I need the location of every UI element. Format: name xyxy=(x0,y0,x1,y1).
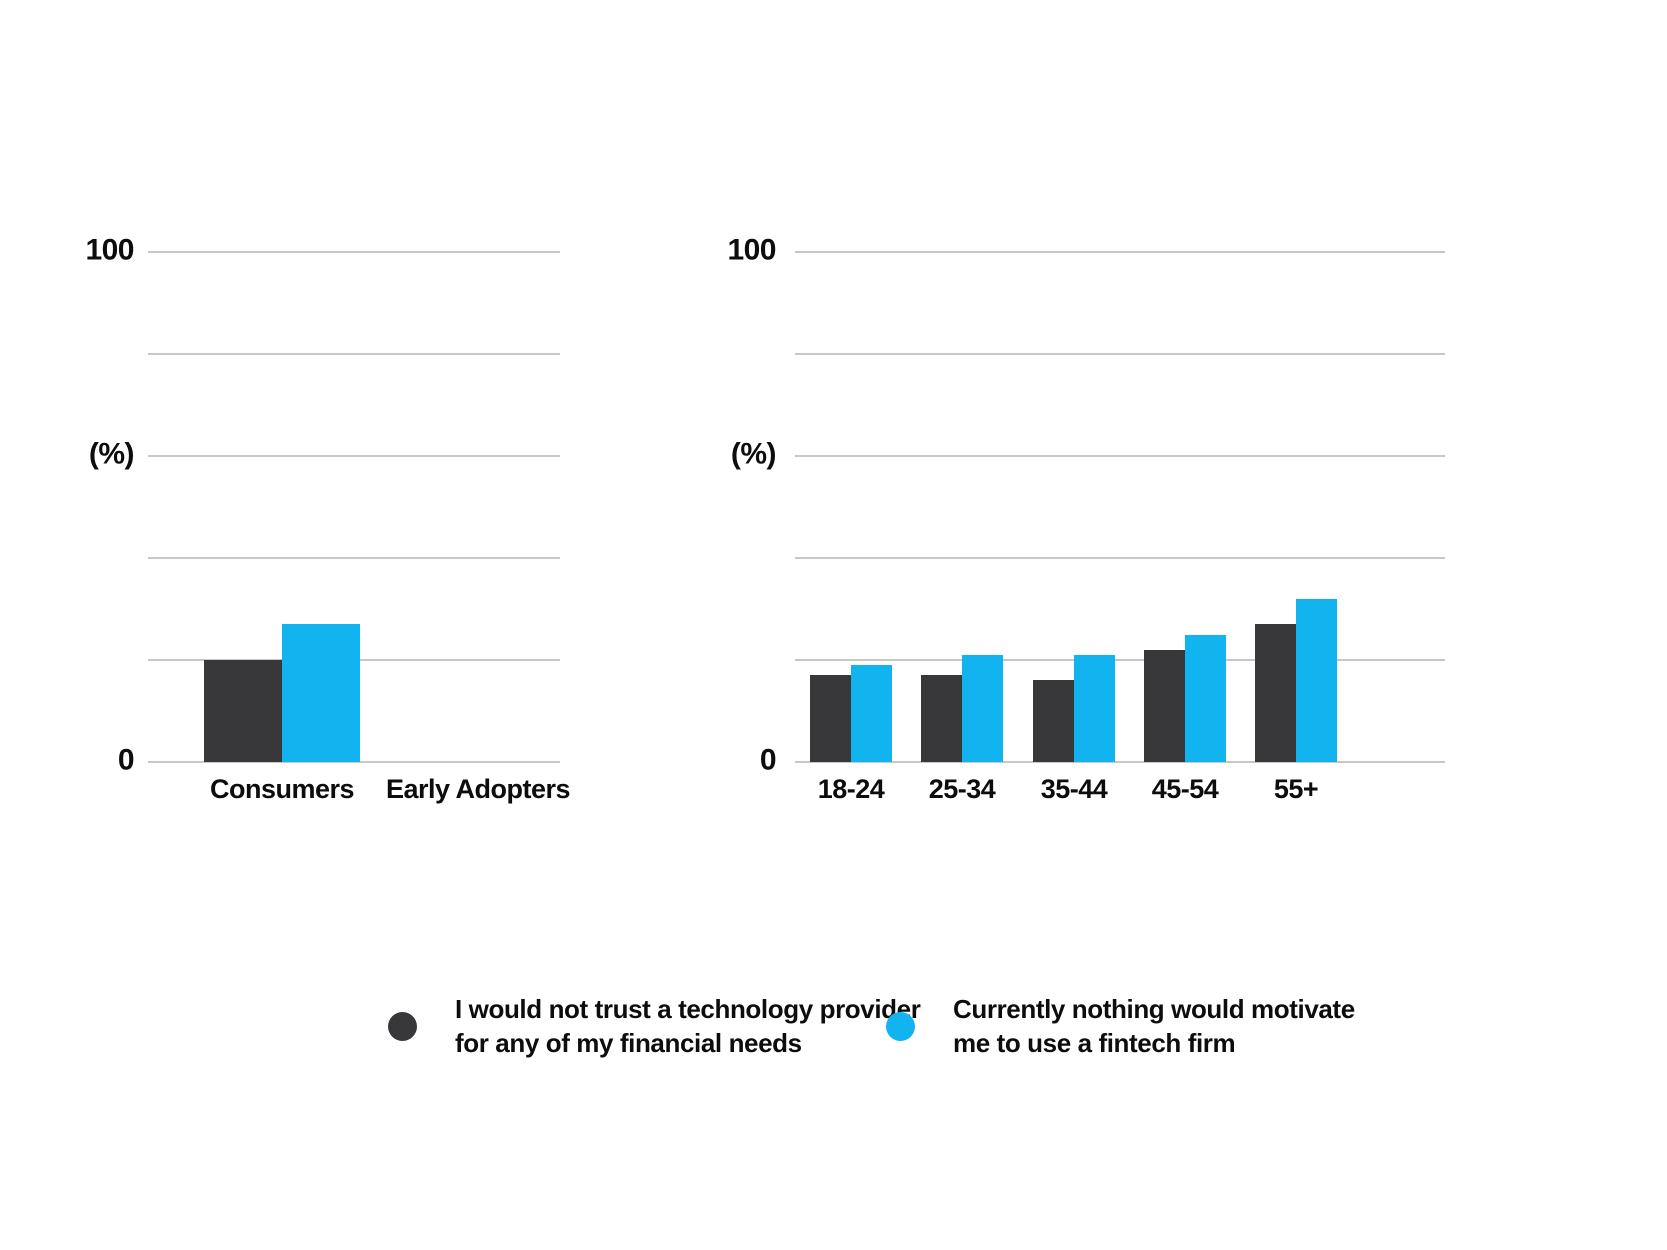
legend-label-line: me to use a fintech firm xyxy=(953,1028,1236,1058)
y-tick-100-left: 100 xyxy=(85,233,134,267)
bar-45-54-dark xyxy=(1144,649,1185,762)
gridline-80 xyxy=(795,353,1445,355)
plot-area-consumer-groups: Consumers Early Adopters xyxy=(148,251,571,804)
bar-55+-blue xyxy=(1296,598,1337,762)
bar-consumers-blue xyxy=(282,624,360,762)
x-tick-25-34: 25-34 xyxy=(928,774,996,804)
legend-label-distrust-provider: I would not trust a technology provider … xyxy=(455,992,921,1060)
bar-18-24-blue xyxy=(851,665,892,762)
bar-55+-dark xyxy=(1255,624,1296,762)
bar-18-24-dark xyxy=(810,675,851,762)
gridline-20 xyxy=(795,659,1445,661)
legend-item-distrust-provider: I would not trust a technology provider … xyxy=(388,992,921,1060)
gridline-100 xyxy=(148,251,560,253)
legend-label-line: for any of my financial needs xyxy=(455,1028,802,1058)
legend-label-line: Currently nothing would motivate xyxy=(953,994,1355,1024)
bar-35-44-dark xyxy=(1033,680,1074,762)
x-tick-45-54: 45-54 xyxy=(1151,774,1219,804)
y-axis-percent-label-left: (%) xyxy=(88,437,135,471)
legend-item-nothing-motivates: Currently nothing would motivate me to u… xyxy=(886,992,1355,1060)
x-tick-18-24: 18-24 xyxy=(817,774,885,804)
legend-dot-dark xyxy=(388,1011,417,1041)
gridline-40 xyxy=(795,557,1445,559)
y-tick-100-right: 100 xyxy=(727,233,776,267)
y-tick-0-left: 0 xyxy=(117,743,135,777)
y-axis-percent-label-right: (%) xyxy=(730,437,777,471)
plot-area-age-groups: 18-24 25-34 35-44 45-54 55+ xyxy=(795,251,1445,804)
gridline-60 xyxy=(795,455,1445,457)
x-tick-35-44: 35-44 xyxy=(1040,774,1108,804)
gridline-60 xyxy=(148,455,560,457)
gridline-0 xyxy=(148,761,560,763)
bar-consumers-dark xyxy=(204,660,282,762)
bar-25-34-dark xyxy=(921,675,962,762)
x-tick-consumers: Consumers xyxy=(209,774,355,804)
legend-label-line: I would not trust a technology provider xyxy=(455,994,921,1024)
gridline-0 xyxy=(795,761,1445,763)
gridline-100 xyxy=(795,251,1445,253)
legend-label-nothing-motivates: Currently nothing would motivate me to u… xyxy=(953,992,1355,1060)
legend-dot-blue xyxy=(886,1011,915,1041)
bar-45-54-blue xyxy=(1185,634,1226,762)
y-tick-0-right: 0 xyxy=(759,743,777,777)
gridline-40 xyxy=(148,557,560,559)
x-tick-55+: 55+ xyxy=(1273,774,1319,804)
gridline-80 xyxy=(148,353,560,355)
bar-35-44-blue xyxy=(1074,654,1115,762)
x-tick-early-adopters: Early Adopters xyxy=(385,774,571,804)
bar-25-34-blue xyxy=(962,654,1003,762)
